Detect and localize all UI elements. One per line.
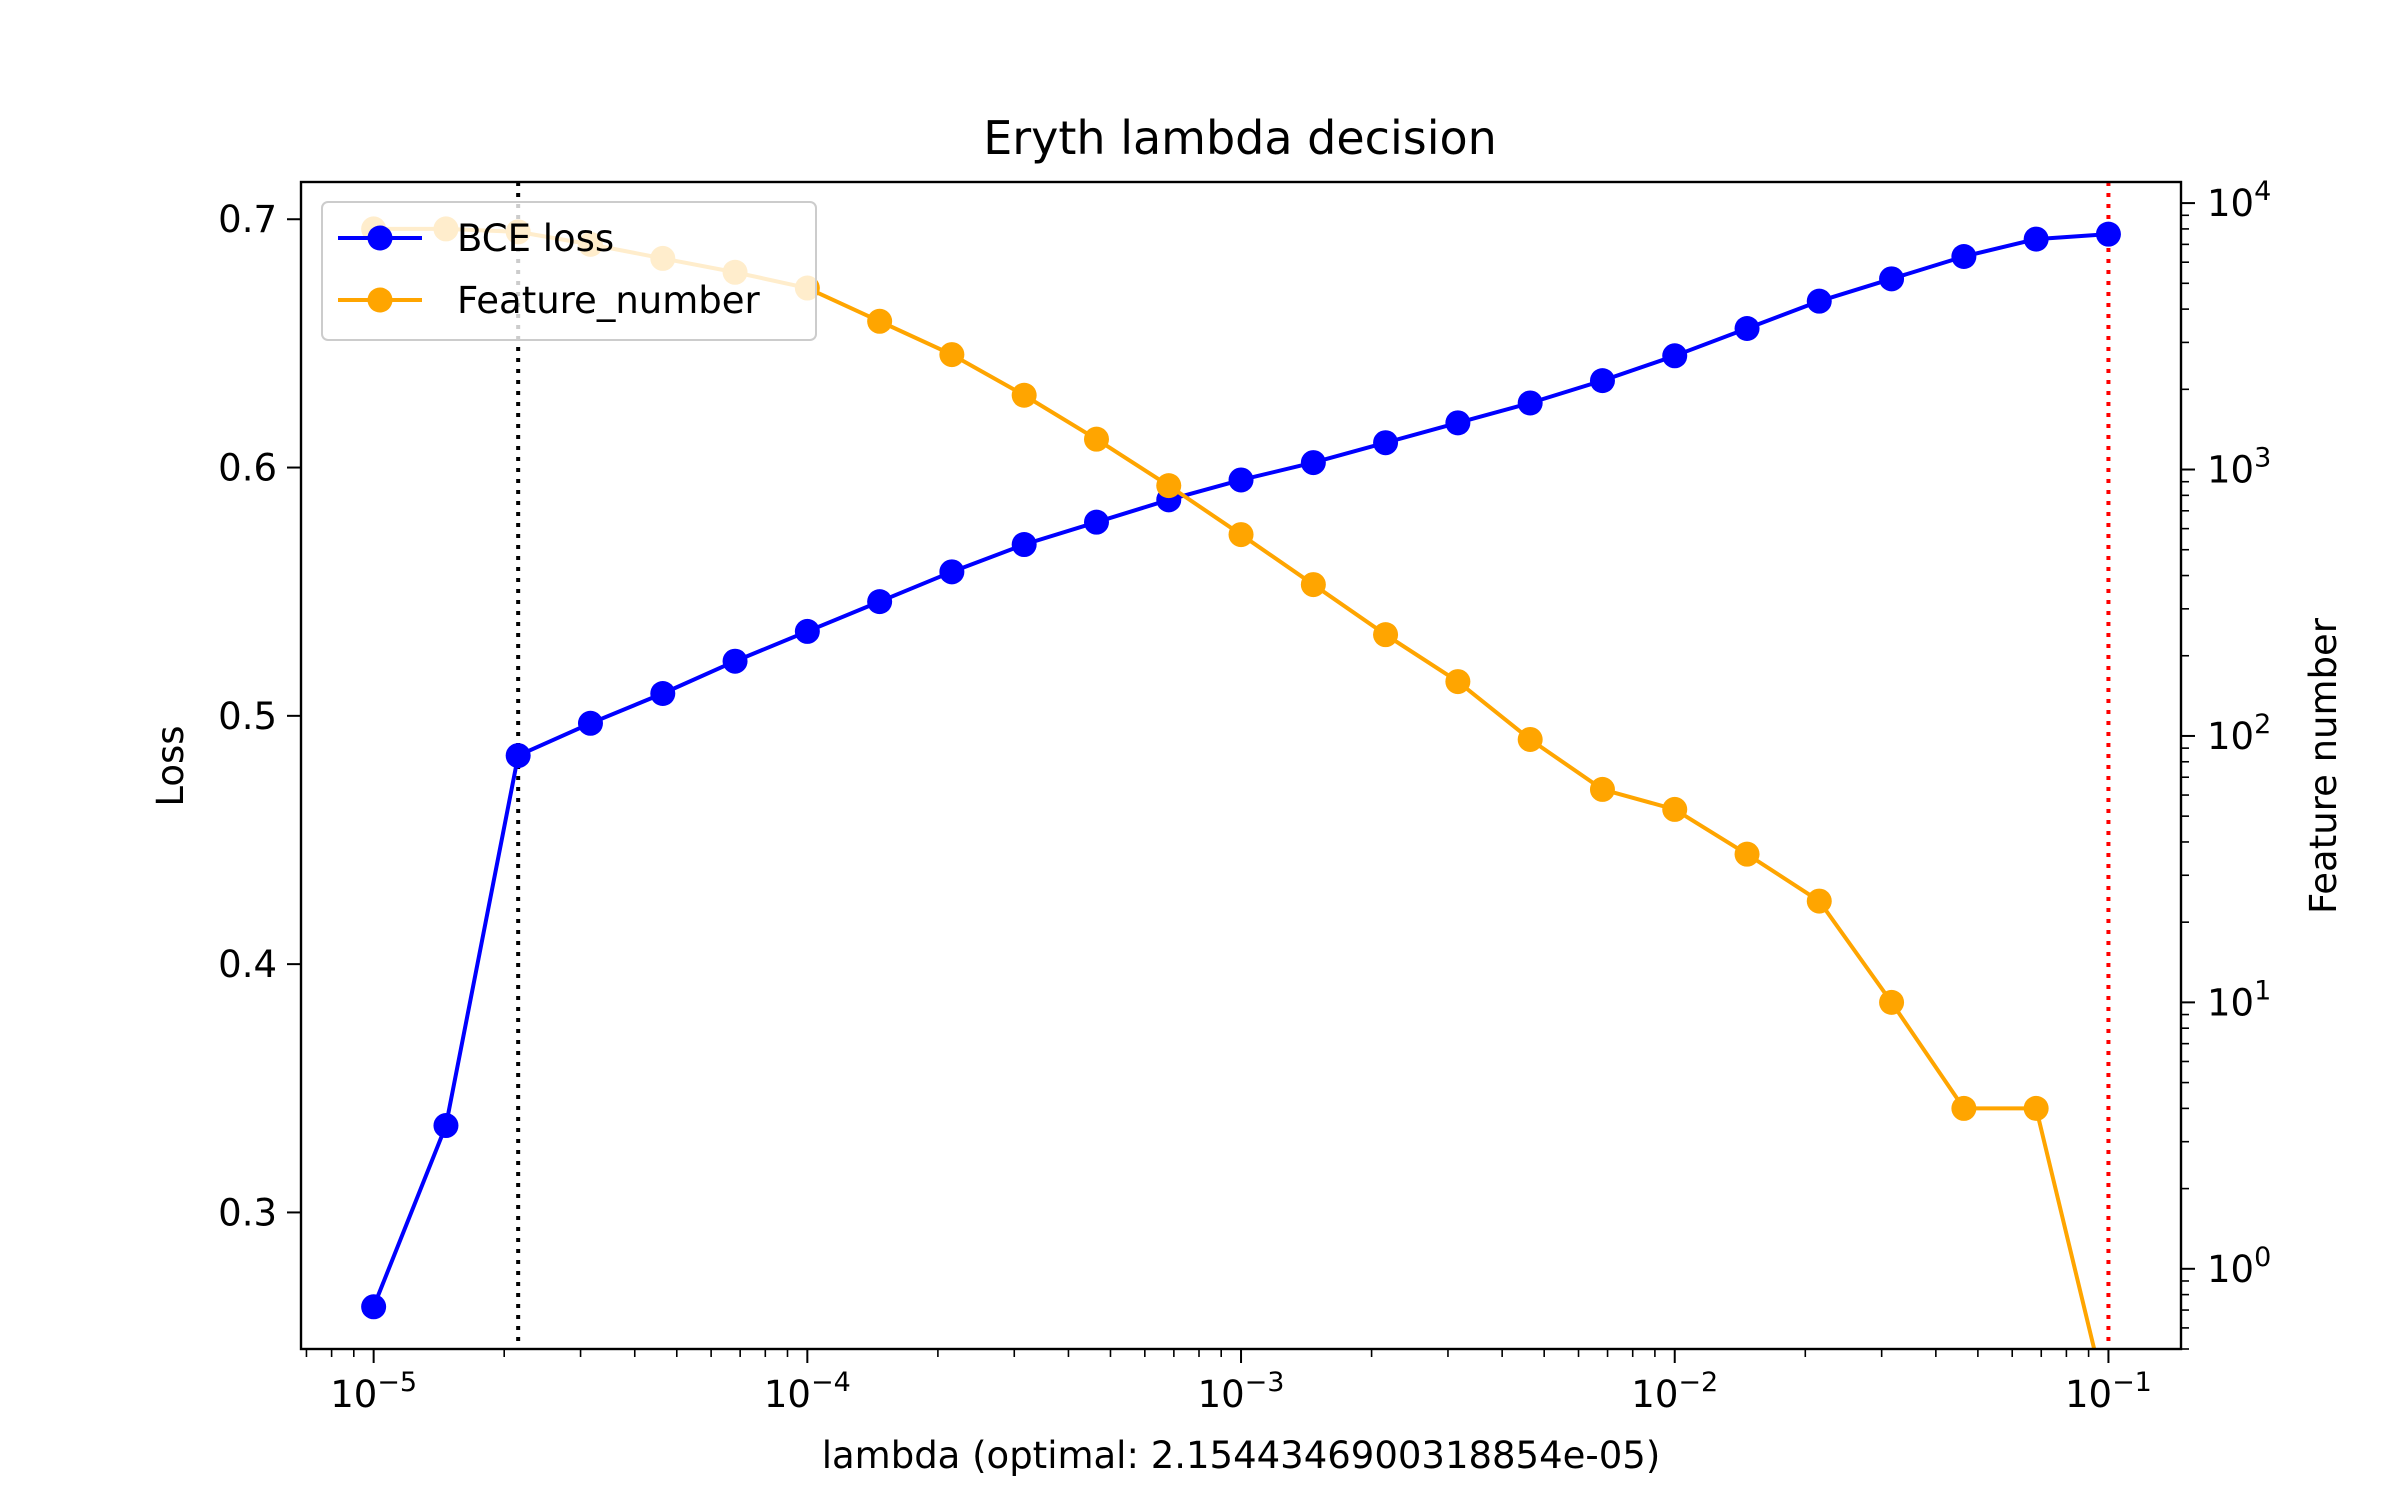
point-feature-number-12 (1228, 522, 1254, 548)
point-bce-loss-23 (2023, 226, 2049, 252)
point-bce-loss-3 (577, 710, 603, 736)
point-bce-loss-10 (1083, 509, 1109, 535)
y-tick-label-0: 0.3 (218, 1191, 277, 1234)
point-feature-number-20 (1806, 888, 1832, 914)
point-bce-loss-0 (361, 1294, 387, 1320)
x-axis-label: lambda (optimal: 2.1544346900318854e-05) (822, 1434, 1661, 1477)
point-bce-loss-16 (1517, 390, 1543, 416)
point-feature-number-22 (1951, 1095, 1977, 1121)
point-bce-loss-17 (1589, 368, 1615, 394)
series-line-feature-number (373, 226, 2097, 1349)
point-bce-loss-7 (867, 589, 893, 615)
x-tick-label-3: 10−2 (1631, 1367, 1718, 1416)
y2-axis-label: Feature number (2302, 617, 2345, 914)
point-bce-loss-21 (1879, 266, 1905, 292)
legend-marker-0 (367, 225, 393, 251)
point-bce-loss-6 (794, 618, 820, 644)
point-feature-number-11 (1156, 473, 1182, 499)
point-bce-loss-5 (722, 648, 748, 674)
point-bce-loss-19 (1734, 315, 1760, 341)
y-tick-label-1: 0.4 (218, 943, 277, 986)
point-feature-number-18 (1662, 796, 1688, 822)
y2-tick-label-3: 103 (2207, 443, 2271, 492)
point-feature-number-10 (1083, 426, 1109, 452)
legend: BCE loss Feature_number (321, 201, 817, 341)
legend-marker-1 (367, 287, 393, 313)
point-bce-loss-2 (505, 743, 531, 769)
x-tick-label-1: 10−4 (764, 1367, 851, 1416)
point-feature-number-8 (939, 342, 965, 368)
y2-tick-label-2: 102 (2207, 709, 2271, 758)
point-bce-loss-13 (1300, 450, 1326, 476)
legend-box (321, 201, 817, 341)
y2-tick-label-4: 104 (2207, 176, 2271, 225)
series-line-bce-loss (371, 232, 2109, 1308)
y-tick-label-4: 0.7 (218, 198, 277, 241)
chart-axes: 10−5 10−4 10−3 10−2 10−1 0.3 0.4 0.5 0.6 0.7 100 10… (218, 176, 2271, 1416)
legend-label-1: Feature_number (457, 279, 761, 322)
x-tick-label-0: 10−5 (330, 1367, 417, 1416)
point-bce-loss-12 (1228, 467, 1254, 493)
y2-tick-label-1: 101 (2207, 975, 2271, 1024)
point-bce-loss-1 (433, 1113, 459, 1139)
point-feature-number-9 (1011, 382, 1037, 408)
point-feature-number-13 (1300, 572, 1326, 598)
point-bce-loss-8 (939, 559, 965, 585)
chart-title: Eryth lambda decision (983, 111, 1497, 165)
point-bce-loss-9 (1011, 532, 1037, 558)
point-feature-number-16 (1517, 726, 1543, 752)
point-feature-number-15 (1445, 669, 1471, 695)
plot-frame (299, 180, 2183, 1351)
point-feature-number-7 (867, 308, 893, 334)
point-bce-loss-20 (1806, 288, 1832, 314)
x-tick-label-2: 10−3 (1198, 1367, 1285, 1416)
point-feature-number-23 (2023, 1095, 2049, 1121)
y-tick-label-2: 0.5 (218, 695, 277, 738)
point-feature-number-14 (1373, 622, 1399, 648)
chart-marks (361, 182, 2121, 1349)
point-bce-loss-18 (1662, 343, 1688, 369)
point-bce-loss-22 (1951, 243, 1977, 269)
point-feature-number-17 (1589, 776, 1615, 802)
point-bce-loss-4 (650, 680, 676, 706)
point-bce-loss-14 (1373, 430, 1399, 456)
point-feature-number-19 (1734, 841, 1760, 867)
point-bce-loss-24 (2095, 221, 2121, 247)
point-feature-number-21 (1879, 989, 1905, 1015)
y2-tick-label-0: 100 (2207, 1242, 2271, 1291)
y-tick-label-3: 0.6 (218, 447, 277, 490)
legend-label-0: BCE loss (457, 217, 614, 260)
x-tick-label-4: 10−1 (2065, 1367, 2152, 1416)
point-bce-loss-15 (1445, 410, 1471, 436)
y-axis-label: Loss (149, 725, 192, 806)
